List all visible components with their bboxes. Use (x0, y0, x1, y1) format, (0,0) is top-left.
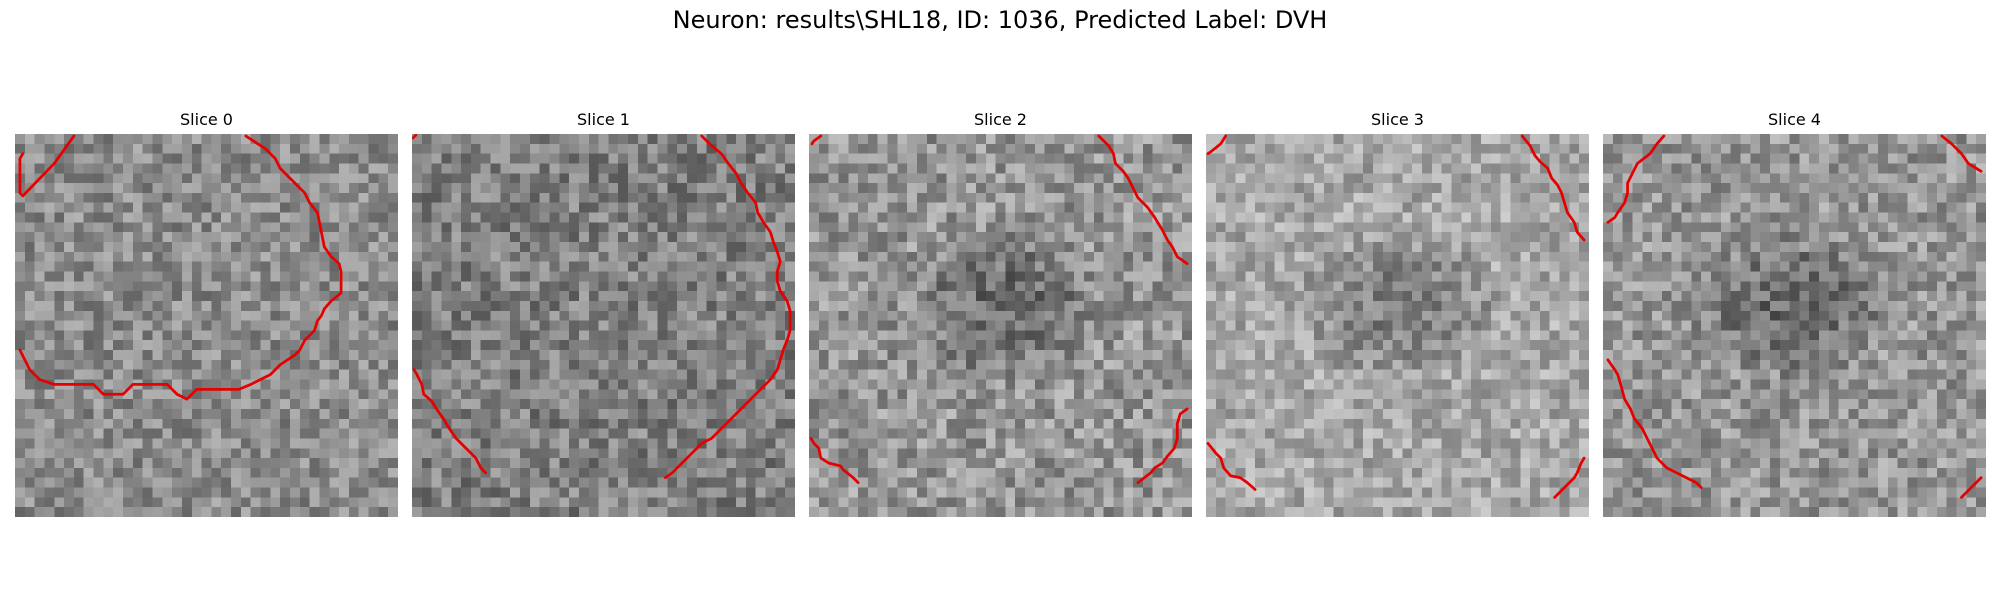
slice-panel-0: Slice 0 (15, 108, 398, 517)
slice-image (809, 134, 1192, 517)
slice-panel-2: Slice 2 (809, 108, 1192, 517)
slice-panel-1: Slice 1 (412, 108, 795, 517)
slice-title: Slice 3 (1371, 110, 1424, 129)
slice-pixels (809, 134, 1192, 517)
contour-line (18, 134, 76, 198)
figure-title: Neuron: results\SHL18, ID: 1036, Predict… (672, 6, 1328, 34)
contour-line (412, 134, 418, 140)
contour-line (18, 134, 343, 401)
slice-panel-3: Slice 3 (1206, 108, 1589, 517)
slice-title: Slice 1 (577, 110, 630, 129)
contour-line (810, 134, 823, 146)
slice-panel-4: Slice 4 (1603, 108, 1986, 517)
contour-line (663, 134, 792, 480)
slice-image (1603, 134, 1986, 517)
contour-line (809, 437, 860, 485)
contour-line (1136, 407, 1189, 485)
contour-line (1520, 134, 1586, 242)
slice-image (412, 134, 795, 517)
contour-line (412, 368, 488, 475)
slice-image (1206, 134, 1589, 517)
slice-title: Slice 0 (180, 110, 233, 129)
slice-pixels (15, 134, 398, 517)
slice-image (15, 134, 398, 517)
slice-pixels (412, 134, 795, 517)
slice-title: Slice 2 (974, 110, 1027, 129)
slice-title: Slice 4 (1768, 110, 1821, 129)
contour-line (1097, 134, 1189, 266)
slice-pixels (1603, 134, 1986, 517)
contour-line (1553, 456, 1586, 499)
contour-line (1960, 476, 1983, 499)
slice-pixels (1206, 134, 1589, 517)
contour-line (1940, 134, 1983, 173)
contour-line (1206, 134, 1228, 156)
contour-line (1606, 358, 1703, 489)
contour-line (1606, 134, 1666, 224)
contour-line (1206, 441, 1257, 491)
